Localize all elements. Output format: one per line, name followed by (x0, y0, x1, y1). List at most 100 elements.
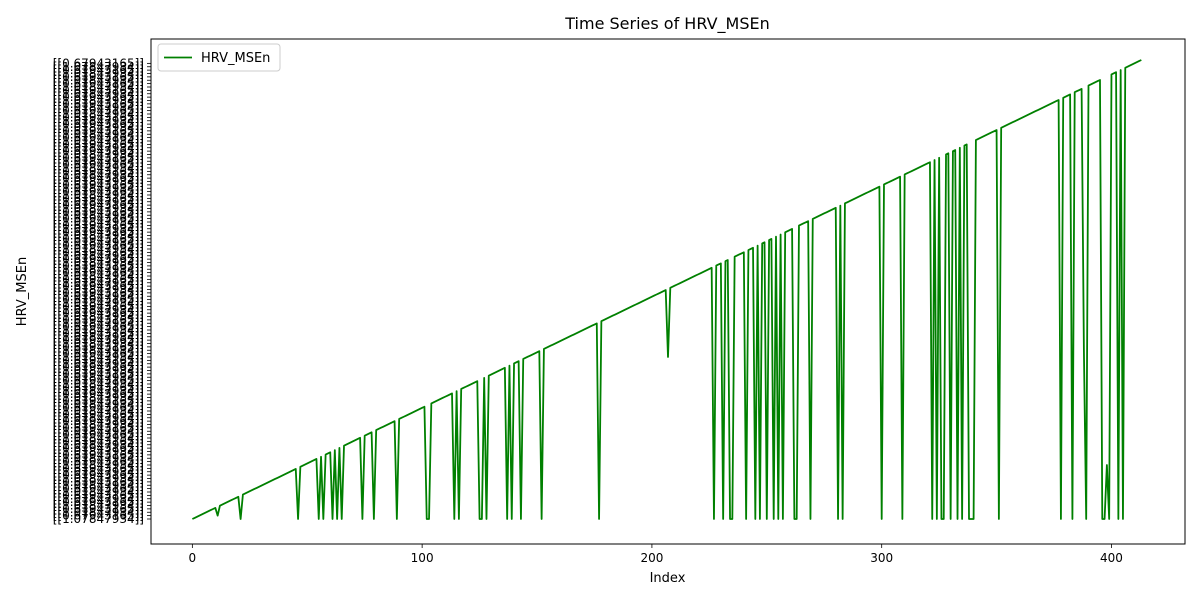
y-tick-label: [[1.07847934]] (53, 350, 144, 364)
y-tick-label: [[0.67943165]] (53, 272, 144, 286)
y-tick-label: [[0.67943165]] (53, 353, 144, 367)
y-tick-label: [[0.67943165]] (53, 482, 144, 496)
y-tick-label: [[0.67943165]] (53, 185, 144, 199)
y-tick-label: [[1.07847934]] (53, 330, 144, 344)
y-tick-label: [[0.67943165]] (53, 488, 144, 502)
y-tick-label: [[1.07847934]] (53, 114, 144, 128)
y-tick-label: [[0.67943165]] (53, 461, 144, 475)
y-tick-label: [[0.67943165]] (53, 158, 144, 172)
y-tick-label: [[1.07847934]] (53, 269, 144, 283)
y-tick-label: [[1.07847934]] (53, 107, 144, 121)
y-tick-label: [[0.67943165]] (53, 137, 144, 151)
y-tick-label: [[1.07847934]] (53, 134, 144, 148)
y-tick-label: [[1.07847934]] (53, 229, 144, 243)
y-tick-label: [[0.67943165]] (53, 232, 144, 246)
legend-label: HRV_MSEn (201, 51, 270, 66)
y-tick-label: [[1.07847934]] (53, 67, 144, 81)
y-tick-label: [[0.67943165]] (53, 441, 144, 455)
y-tick-label: [[1.07847934]] (53, 485, 144, 499)
y-tick-label: [[0.67943165]] (53, 374, 144, 388)
x-tick-label: 300 (870, 551, 893, 565)
y-tick-label: [[0.67943165]] (53, 394, 144, 408)
y-tick-label: [[1.07847934]] (53, 438, 144, 452)
y-tick-label: [[0.67943165]] (53, 326, 144, 340)
y-tick-label: [[0.67943165]] (53, 212, 144, 226)
y-tick-label: [[1.07847934]] (53, 337, 144, 351)
y-tick-label: [[1.07847934]] (53, 492, 144, 506)
y-tick-label: [[0.67943165]] (53, 178, 144, 192)
y-tick-label: [[1.07847934]] (53, 175, 144, 189)
y-tick-label: [[1.07847934]] (53, 100, 144, 114)
y-tick-label: [[1.07847934]] (53, 242, 144, 256)
x-tick-label: 200 (640, 551, 663, 565)
y-tick-label: [[0.67943165]] (53, 110, 144, 124)
y-tick-label: [[0.67943165]] (53, 90, 144, 104)
chart-title: Time Series of HRV_MSEn (564, 14, 769, 34)
y-tick-label: [[1.07847934]] (53, 418, 144, 432)
y-tick-label: [[1.07847934]] (53, 512, 144, 526)
y-tick-label: [[0.67943165]] (53, 117, 144, 131)
y-tick-label: [[0.67943165]] (53, 509, 144, 523)
y-tick-label: [[1.07847934]] (53, 364, 144, 378)
y-tick-label: [[1.07847934]] (53, 499, 144, 513)
y-tick-label: [[1.07847934]] (53, 215, 144, 229)
legend-box (157, 43, 281, 72)
y-tick-label: [[0.67943165]] (53, 239, 144, 253)
y-tick-label: [[0.67943165]] (53, 70, 144, 84)
y-tick-label: [[1.07847934]] (53, 168, 144, 182)
y-tick-label: [[0.67943165]] (53, 347, 144, 361)
y-tick-label: [[0.67943165]] (53, 63, 144, 77)
y-tick-label: [[1.07847934]] (53, 465, 144, 479)
y-tick-label: [[1.07847934]] (53, 80, 144, 94)
y-tick-label: [[1.07847934]] (53, 384, 144, 398)
y-tick-label: [[1.07847934]] (53, 87, 144, 101)
x-tick-label: 100 (411, 551, 434, 565)
y-tick-label: [[1.07847934]] (53, 127, 144, 141)
y-tick-label: [[1.07847934]] (53, 404, 144, 418)
y-tick-label: [[0.67943165]] (53, 428, 144, 442)
y-tick-label: [[0.67943165]] (53, 299, 144, 313)
y-tick-label: [[1.07847934]] (53, 256, 144, 270)
y-tick-label: [[0.67943165]] (53, 171, 144, 185)
y-tick-label: [[0.67943165]] (53, 83, 144, 97)
y-tick-label: [[1.07847934]] (53, 296, 144, 310)
y-tick-label: [[1.07847934]] (53, 181, 144, 195)
y-tick-label: [[1.07847934]] (53, 148, 144, 162)
y-tick-label: [[0.67943165]] (53, 259, 144, 273)
y-tick-label: [[1.07847934]] (53, 283, 144, 297)
y-tick-label: [[1.07847934]] (53, 188, 144, 202)
y-tick-label: [[1.07847934]] (53, 202, 144, 216)
y-tick-label: [[1.07847934]] (53, 411, 144, 425)
y-tick-label: [[1.07847934]] (53, 195, 144, 209)
y-tick-label: [[0.67943165]] (53, 434, 144, 448)
y-tick-label: [[1.07847934]] (53, 323, 144, 337)
y-tick-label: [[0.67943165]] (53, 448, 144, 462)
y-tick-label: [[0.67943165]] (53, 502, 144, 516)
y-tick-label: [[0.67943165]] (53, 414, 144, 428)
y-tick-label: [[1.07847934]] (53, 141, 144, 155)
y-tick-label: [[0.67943165]] (53, 401, 144, 415)
y-tick-label: [[1.07847934]] (53, 424, 144, 438)
y-tick-label: [[0.67943165]] (53, 367, 144, 381)
y-tick-label: [[0.67943165]] (53, 360, 144, 374)
y-tick-label: [[1.07847934]] (53, 397, 144, 411)
y-tick-group: [[1.07847934]][[0.67943165]][[1.07847934… (53, 56, 151, 526)
y-tick-label: [[1.07847934]] (53, 121, 144, 135)
legend: HRV_MSEn (157, 43, 281, 72)
y-tick-label: [[0.67943165]] (53, 225, 144, 239)
y-tick-label: [[0.67943165]] (53, 124, 144, 138)
y-tick-label: [[0.67943165]] (53, 380, 144, 394)
y-tick-label: [[0.67943165]] (53, 245, 144, 259)
y-tick-label: [[1.07847934]] (53, 154, 144, 168)
y-tick-label: [[0.67943165]] (53, 313, 144, 327)
y-tick-label: [[0.67943165]] (53, 104, 144, 118)
y-tick-label: [[0.67943165]] (53, 387, 144, 401)
y-tick-label: [[0.67943165]] (53, 279, 144, 293)
y-tick-label: [[1.07847934]] (53, 249, 144, 263)
y-tick-label: [[0.67943165]] (53, 144, 144, 158)
y-tick-label: [[1.07847934]] (53, 431, 144, 445)
y-tick-label: [[0.67943165]] (53, 218, 144, 232)
y-tick-label: [[0.67943165]] (53, 97, 144, 111)
y-tick-label: [[0.67943165]] (53, 286, 144, 300)
y-tick-label: [[0.67943165]] (53, 151, 144, 165)
